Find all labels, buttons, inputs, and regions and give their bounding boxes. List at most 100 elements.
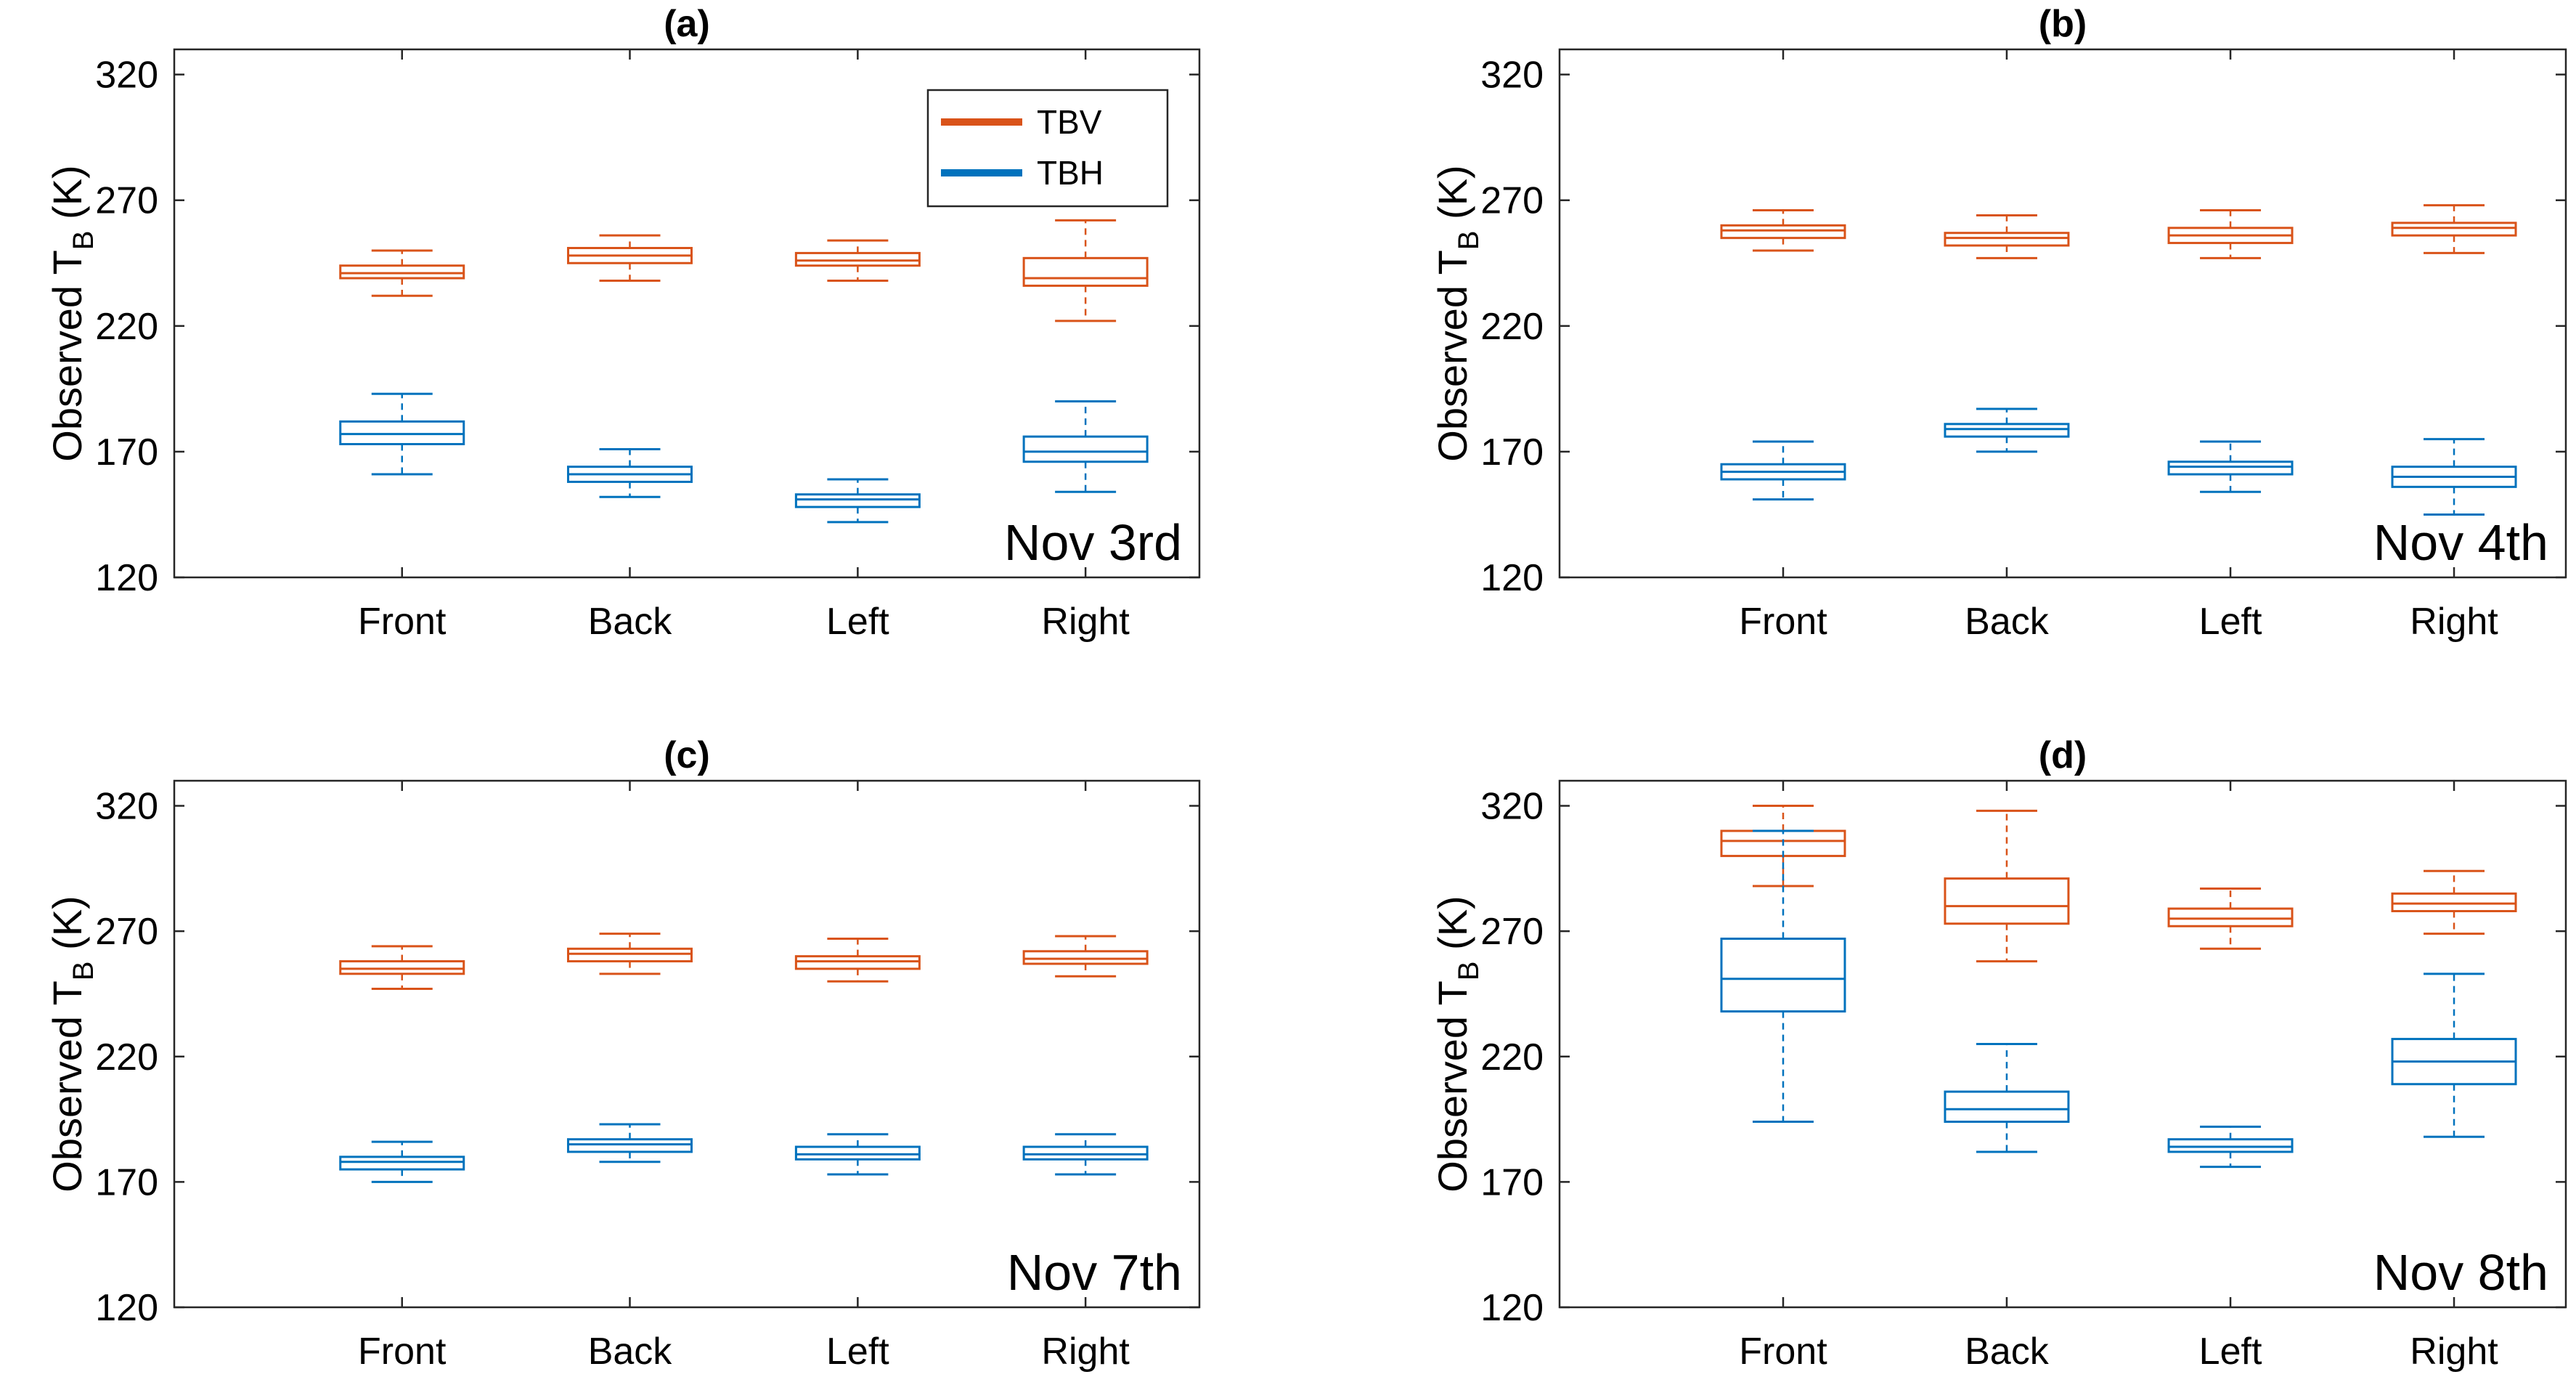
box-tbh-left	[2167, 440, 2294, 493]
y-tick-label: 220	[95, 306, 158, 348]
box-tbh-left	[2167, 1125, 2294, 1169]
box-tbv-front	[1720, 805, 1846, 888]
date-annotation: Nov 4th	[2373, 514, 2548, 571]
iqr-box	[1022, 256, 1149, 287]
y-tick-label: 270	[95, 180, 158, 222]
y-axis-label: Observed TB (K)	[44, 895, 99, 1192]
legend-label-tbv: TBV	[1037, 103, 1102, 141]
plot-area-frame	[173, 48, 1201, 579]
box-tbh-front	[1720, 829, 1846, 1124]
panel-2: 120 170 220 270 320 Front Back Left Right (b) Obse…	[1430, 3, 2567, 643]
iqr-box	[1720, 938, 1846, 1013]
box-tbv-back	[1944, 214, 2070, 259]
x-tick-label-right: Right	[2410, 601, 2498, 643]
box-tbv-front	[1720, 209, 1846, 252]
iqr-box	[1944, 423, 2070, 438]
y-axis-label-part: Observed T	[1430, 980, 1475, 1193]
box-tbh-back	[1944, 407, 2070, 453]
y-tick-label: 270	[1480, 180, 1544, 222]
y-axis-label-subscript: B	[68, 961, 99, 980]
y-axis-label: Observed TB (K)	[44, 165, 99, 461]
y-tick-label: 170	[95, 1161, 158, 1203]
y-tick-label: 120	[95, 557, 158, 599]
y-tick-label: 320	[95, 54, 158, 97]
box-tbh-front	[339, 1140, 465, 1183]
panel-title: (c)	[664, 734, 710, 776]
panel-title: (b)	[2039, 3, 2087, 45]
x-tick-label-left: Left	[826, 1331, 889, 1373]
box-tbh-right	[2391, 438, 2517, 516]
y-axis-label-subscript: B	[1453, 961, 1485, 980]
y-tick-label: 220	[1480, 306, 1544, 348]
y-axis-label-part: Observed T	[44, 980, 90, 1193]
iqr-box	[339, 420, 465, 446]
iqr-box	[2391, 222, 2517, 237]
box-tbv-right	[1022, 219, 1149, 322]
x-tick-label-back: Back	[1965, 1331, 2050, 1373]
date-annotation: Nov 3rd	[1004, 514, 1182, 571]
box-tbv-back	[566, 234, 693, 282]
box-tbh-back	[566, 447, 693, 498]
iqr-box	[2167, 460, 2294, 476]
plot-area-frame	[1558, 48, 2567, 579]
iqr-box	[2167, 1138, 2294, 1153]
iqr-box	[1022, 435, 1149, 463]
x-tick-label-right: Right	[1041, 601, 1130, 643]
x-tick-label-front: Front	[358, 1331, 447, 1373]
plot-area-frame	[1558, 779, 2567, 1309]
panel-3: 120 170 220 270 320 Front Back Left Right (c) Obse…	[44, 734, 1201, 1373]
y-tick-label: 120	[95, 1287, 158, 1329]
box-tbv-back	[566, 933, 693, 975]
y-tick-label: 320	[1480, 786, 1544, 828]
iqr-box	[794, 955, 921, 970]
y-tick-label: 270	[1480, 911, 1544, 953]
box-tbh-right	[1022, 400, 1149, 493]
y-axis-label: Observed TB (K)	[1430, 165, 1485, 461]
x-tick-label-left: Left	[826, 601, 889, 643]
box-tbv-left	[794, 938, 921, 983]
legend-label-tbh: TBH	[1037, 154, 1104, 192]
date-annotation: Nov 7th	[1007, 1244, 1182, 1301]
box-tbh-right	[2391, 972, 2517, 1138]
box-tbh-left	[794, 1133, 921, 1176]
box-tbh-right	[1022, 1133, 1149, 1176]
y-tick-label: 120	[1480, 1287, 1544, 1329]
iqr-box	[566, 947, 693, 963]
y-axis-label-part: (K)	[44, 895, 90, 961]
box-tbh-left	[794, 478, 921, 524]
box-tbv-left	[794, 239, 921, 282]
x-tick-label-left: Left	[2199, 601, 2262, 643]
iqr-box	[794, 493, 921, 508]
iqr-box	[794, 1145, 921, 1161]
panel-title: (d)	[2039, 734, 2087, 776]
y-axis-label-part: Observed T	[44, 250, 90, 462]
iqr-box	[794, 251, 921, 267]
date-annotation: Nov 8th	[2373, 1244, 2548, 1301]
y-tick-label: 120	[1480, 557, 1544, 599]
box-tbv-right	[2391, 869, 2517, 935]
x-tick-label-front: Front	[1739, 601, 1827, 643]
legend-box	[926, 89, 1169, 208]
iqr-box	[566, 1138, 693, 1153]
iqr-box	[1022, 950, 1149, 965]
iqr-box	[2391, 892, 2517, 913]
box-tbv-left	[2167, 209, 2294, 259]
iqr-box	[339, 264, 465, 280]
y-axis-label-part: (K)	[1430, 895, 1475, 961]
y-axis-label: Observed TB (K)	[1430, 895, 1485, 1192]
box-tbv-right	[2391, 204, 2517, 254]
y-axis-label-part: (K)	[44, 165, 90, 230]
iqr-box	[1944, 232, 2070, 247]
legend: TBV TBH	[926, 89, 1169, 208]
iqr-box	[339, 960, 465, 975]
panel-1: 120 170 220 270 320 Front Back Left Right (a) Obse…	[44, 3, 1201, 643]
iqr-box	[1022, 1145, 1149, 1161]
box-tbv-left	[2167, 887, 2294, 950]
y-tick-label: 320	[95, 786, 158, 828]
iqr-box	[2167, 907, 2294, 927]
y-tick-label: 220	[95, 1036, 158, 1079]
x-tick-label-back: Back	[588, 601, 673, 643]
x-tick-label-left: Left	[2199, 1331, 2262, 1373]
x-tick-label-right: Right	[1041, 1331, 1130, 1373]
